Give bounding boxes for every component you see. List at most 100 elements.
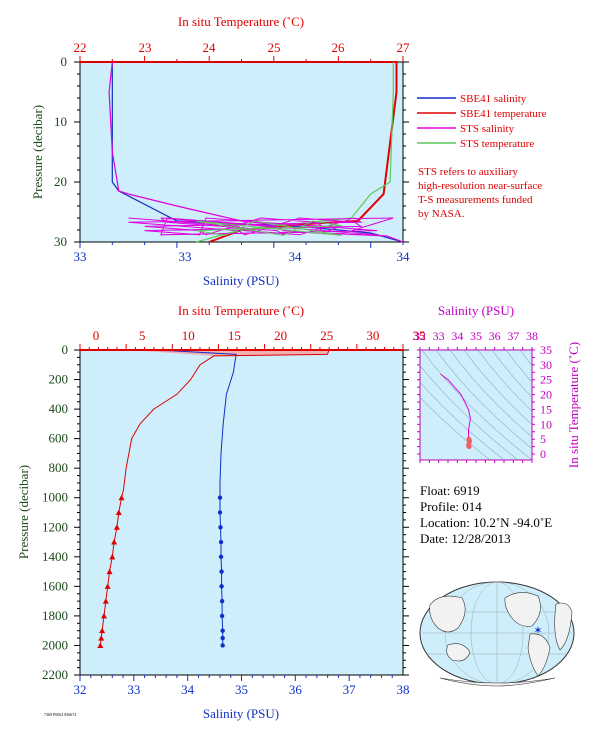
ts-temp-tick-label: 35 xyxy=(540,343,552,357)
footer-id-text: 7369 P0004 836674 xyxy=(44,712,76,717)
ts-temp-tick-label: 15 xyxy=(540,402,552,416)
bottom-temperature-point xyxy=(102,598,109,604)
ts-temp-tick-label: 30 xyxy=(540,358,552,372)
top-temp-tick-label: 24 xyxy=(203,40,217,55)
ts-density-contour xyxy=(449,350,532,438)
top-temp-tick-label: 23 xyxy=(139,40,152,55)
location: Location: 10.2˚N -94.0˚E xyxy=(420,515,552,530)
bottom-sal-tick-label: 33 xyxy=(127,682,140,697)
sts-note: STS refers to auxiliary high-resolution … xyxy=(418,166,542,220)
bottom-pres-tick-label: 200 xyxy=(49,372,69,387)
note-line: by NASA. xyxy=(418,208,465,220)
ts-density-contour xyxy=(420,396,491,460)
bottom-salinity-point xyxy=(219,613,225,619)
bottom-sal-tick-label: 34 xyxy=(181,682,195,697)
ts-sal-tick-label: 34 xyxy=(451,329,463,343)
bottom-pres-tick-label: 1000 xyxy=(42,490,68,505)
ts-temp-axis-label: In situ Temperature (˚C) xyxy=(566,342,581,468)
land-north-america xyxy=(504,592,541,627)
bottom-salinity-point xyxy=(219,598,225,604)
ts-density-contour xyxy=(477,350,532,412)
top-sal-tick-label: 34 xyxy=(289,249,303,264)
bottom-salinity-point xyxy=(218,539,224,545)
ts-temp-tick-label: 20 xyxy=(540,388,552,402)
world-map: ✶ xyxy=(419,581,575,687)
legend-label: SBE41 salinity xyxy=(460,93,527,105)
land-africa-europe xyxy=(554,602,573,651)
bottom-temperature-point xyxy=(111,539,118,545)
land-asia xyxy=(429,595,466,633)
top-sal-tick-label: 33 xyxy=(74,249,87,264)
bottom-sal-tick-label: 36 xyxy=(289,682,303,697)
bottom-temp-tick-label: 5 xyxy=(139,328,146,343)
ts-density-contour xyxy=(420,365,519,460)
bottom-salinity-point xyxy=(220,628,225,633)
ts-density-contour xyxy=(491,350,532,398)
bottom-salinity-point xyxy=(217,510,223,515)
top-axis-ticks xyxy=(74,56,409,248)
top-pres-tick-label: 10 xyxy=(54,114,67,129)
bottom-sal-tick-labels: 32 33 34 35 36 37 38 xyxy=(74,682,410,697)
bottom-pres-tick-label: 800 xyxy=(49,460,69,475)
top-pres-tick-label: 30 xyxy=(54,234,67,249)
bottom-temp-axis-label: In situ Temperature (˚C) xyxy=(178,303,304,318)
bottom-pres-axis-label: Pressure (decibar) xyxy=(16,465,31,559)
bottom-temperature-point xyxy=(115,509,122,515)
bottom-temperature-point xyxy=(97,642,104,648)
profile-id: Profile: 014 xyxy=(420,499,482,514)
float-id: Float: 6919 xyxy=(420,483,480,498)
map-graticule xyxy=(422,581,572,685)
legend-label: STS salinity xyxy=(460,123,515,135)
bottom-pres-tick-label: 400 xyxy=(49,401,69,416)
ts-temp-tick-label: 25 xyxy=(540,373,552,387)
bottom-temp-tick-label: 0 xyxy=(93,328,100,343)
note-line: STS refers to auxiliary xyxy=(418,166,518,178)
bottom-axis-ticks xyxy=(74,344,409,681)
land-australia xyxy=(446,643,471,662)
top-series-group xyxy=(80,61,404,243)
ts-series-group xyxy=(440,373,472,450)
top-temp-tick-label: 25 xyxy=(268,40,281,55)
ts-density-contour xyxy=(505,350,532,383)
bottom-temp-tick-label: 10 xyxy=(182,328,195,343)
ts-temp-tick-label: 0 xyxy=(540,447,546,461)
bottom-salinity-point xyxy=(220,635,225,641)
top-sts-temp-noise-line xyxy=(196,220,342,236)
bottom-sal-tick-label: 32 xyxy=(74,682,87,697)
bottom-sal-tick-label: 38 xyxy=(397,682,410,697)
ts-density-contour xyxy=(519,350,532,367)
ts-plot-area xyxy=(419,349,533,461)
ts-density-contour xyxy=(463,350,532,425)
bottom-temperature-point xyxy=(99,627,106,634)
bottom-sal-tick-label: 37 xyxy=(343,682,357,697)
bottom-temp-tick-labels: 0 5 10 15 20 25 30 35 xyxy=(93,328,426,343)
top-temp-axis-label: In situ Temperature (˚C) xyxy=(178,14,304,29)
land-south-america xyxy=(527,633,551,677)
date: Date: 12/28/2013 xyxy=(420,531,511,546)
map-land xyxy=(429,592,573,687)
bottom-pres-tick-labels: 0 200 400 600 800 1000 1200 1400 1600 1800 2000 220… xyxy=(42,342,68,682)
note-line: high-resolution near-surface xyxy=(418,180,542,192)
float-info: Float: 6919 Profile: 014 Location: 10.2˚… xyxy=(420,483,552,546)
ts-density-contours xyxy=(420,350,532,460)
bottom-sal-tick-label: 35 xyxy=(235,682,248,697)
bottom-salinity-point xyxy=(218,525,223,530)
bottom-salinity-point xyxy=(220,643,225,648)
bottom-temperature-point xyxy=(109,553,116,560)
bottom-salinity-point xyxy=(219,584,224,589)
bottom-salinity-line xyxy=(128,349,237,646)
top-plot-area xyxy=(79,61,404,243)
ts-sal-tick-label: 32 xyxy=(414,329,426,343)
top-sal-tick-label: 33 xyxy=(179,249,192,264)
bottom-temp-tick-label: 25 xyxy=(320,328,333,343)
ts-temp-tick-label: 10 xyxy=(540,417,552,431)
note-line: T-S measurements funded xyxy=(418,194,533,206)
bottom-temp-tick-label: 20 xyxy=(274,328,287,343)
bottom-temp-tick-label: 15 xyxy=(228,328,241,343)
bottom-salinity-point xyxy=(219,569,224,574)
legend-label: SBE41 temperature xyxy=(460,108,547,120)
top-pres-tick-label: 0 xyxy=(61,54,68,69)
top-pres-tick-label: 20 xyxy=(54,174,67,189)
bottom-series-group xyxy=(80,349,403,648)
